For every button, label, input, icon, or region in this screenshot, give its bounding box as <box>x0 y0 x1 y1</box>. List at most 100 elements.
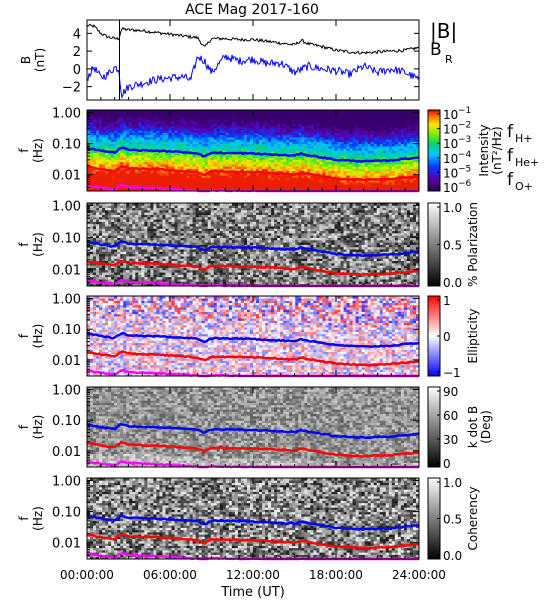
time-tick-label: 12:00:00 <box>226 568 280 582</box>
colorbar-tick-label: 10 <box>443 181 458 195</box>
colorbar-tick-label: 10 <box>443 108 458 122</box>
panel-polarization-line-fh <box>86 240 420 258</box>
chart-title: ACE Mag 2017-160 <box>185 2 319 18</box>
colorbar-tick-exp: −4 <box>458 150 472 160</box>
legend-gyro-sub: O+ <box>515 180 533 193</box>
panel-coherency: 1.00 0.10 0.01 f (Hz) 1.0 0.5 0.0 Coherency <box>17 474 480 563</box>
legend-bmag: |B| <box>430 19 457 43</box>
colorbar-polarization: 1.0 0.5 0.0 % Polarization <box>427 201 480 290</box>
freq-tick-label: 0.01 <box>52 445 81 460</box>
legend-gyro-hplus: f <box>507 122 514 142</box>
colorbar-tick-exp: −6 <box>458 179 472 189</box>
colorbar-tick-exp: −5 <box>458 164 471 174</box>
colorbar-tick-label: 0.0 <box>443 549 462 563</box>
colorbar-tick-label: 10 <box>443 123 458 137</box>
freq-ylabel: (Hz) <box>31 138 45 163</box>
time-tick-label: 24:00:00 <box>392 568 446 582</box>
freq-ylabel: (Hz) <box>31 506 45 531</box>
legend-gyro-oplus: f <box>507 170 514 190</box>
colorbar-kdotb: 90 60 30 0 k dot B (Deg) <box>427 385 493 471</box>
colorbar-label: (nT²/Hz) <box>490 126 504 174</box>
colorbar-tick-label: 1.0 <box>443 201 462 215</box>
colorbar-tick-label: 10 <box>443 137 458 151</box>
legend-gyro-sub: H+ <box>515 132 533 145</box>
field-ytick-label: 0 <box>73 63 81 78</box>
colorbar-label: k dot B <box>466 406 480 448</box>
freq-tick-label: 0.01 <box>52 354 81 369</box>
freq-tick-label: 1.00 <box>52 383 81 398</box>
freq-tick-label: 0.01 <box>52 169 81 184</box>
panel-coherency-line-fhe <box>86 533 420 550</box>
freq-tick-label: 0.01 <box>52 263 81 278</box>
legend-br: B <box>430 40 442 60</box>
legend-br-sub: R <box>445 53 453 66</box>
time-tick-label: 18:00:00 <box>309 568 363 582</box>
colorbar-label: (Deg) <box>479 410 493 444</box>
colorbar-tick-label: 1.0 <box>443 476 462 490</box>
field-series-bmag <box>86 23 420 55</box>
colorbar-tick-label: 90 <box>443 385 458 399</box>
panel-kdotb: 1.00 0.10 0.01 f (Hz) 90 60 30 0 k dot B (Deg) <box>17 383 493 471</box>
legend-gyro-heplus: f <box>507 146 514 166</box>
freq-ylabel: f <box>17 424 31 429</box>
freq-ylabel: f <box>17 333 31 338</box>
freq-ylabel: (Hz) <box>31 415 45 440</box>
freq-ylabel: f <box>17 516 31 521</box>
panel-kdotb-line-fh <box>86 422 420 440</box>
colorbar-ellipticity: 1 0 −1 Ellipticity <box>427 294 480 380</box>
panel-ellipticity: 1.00 0.10 0.01 f (Hz) 1 0 −1 Ellipticity <box>17 292 480 380</box>
freq-tick-label: 1.00 <box>52 292 81 307</box>
colorbar-kdotb-frame <box>427 386 441 468</box>
freq-tick-label: 0.10 <box>52 138 81 153</box>
colorbar-label: % Polarization <box>466 202 480 287</box>
panel-ellipticity-cells <box>87 296 420 377</box>
colorbar-tick-label: 0 <box>443 457 451 471</box>
field-panel: 420−2B (nT)|B|B R <box>19 19 457 101</box>
legend-gyro-sub: He+ <box>515 156 539 169</box>
colorbar-tick-label: 30 <box>443 433 458 447</box>
freq-tick-label: 0.10 <box>52 506 81 521</box>
freq-tick-label: 0.10 <box>52 414 81 429</box>
freq-ylabel: f <box>17 148 31 153</box>
time-axis: 00:00:00 06:00:00 12:00:00 18:00:00 24:00:00… <box>60 20 446 600</box>
field-ytick-label: 2 <box>73 45 81 60</box>
colorbar-tick-label: 10 <box>443 152 458 166</box>
colorbar-tick-label: 1 <box>443 294 451 308</box>
panel-kdotb-line-fhe <box>86 441 420 458</box>
colorbar-tick-label: 0 <box>443 330 451 344</box>
colorbar-intensity-frame <box>427 109 441 192</box>
panel-intensity: 1.000.100.01f (Hz)10−110−210−310−410 −510−… <box>17 106 539 195</box>
panel-ellipticity-line-fhe <box>86 350 420 367</box>
freq-ylabel: (Hz) <box>31 324 45 349</box>
panel-ellipticity-line-fh <box>86 331 420 349</box>
colorbar-tick-label: 10 <box>443 166 458 180</box>
time-tick-label: 06:00:00 <box>143 568 197 582</box>
freq-ylabel: f <box>17 242 31 247</box>
field-ytick-label: −2 <box>62 81 81 96</box>
freq-tick-label: 0.10 <box>52 323 81 338</box>
panel-polarization-cells <box>87 203 420 287</box>
colorbar-tick-label: 0.5 <box>443 239 462 253</box>
freq-tick-label: 0.01 <box>52 537 81 552</box>
freq-tick-label: 1.00 <box>52 200 81 215</box>
panel-polarization-line-fhe <box>86 259 420 277</box>
panel-intensity-line-fhe <box>86 165 420 182</box>
freq-tick-label: 1.00 <box>52 474 81 489</box>
panel-intensity-line-fh <box>86 146 420 163</box>
field-ytick-label: 4 <box>73 27 81 42</box>
colorbar-label: Ellipticity <box>466 309 480 364</box>
colorbar-coherency: 1.0 0.5 0.0 Coherency <box>427 476 480 563</box>
colorbar-tick-label: 60 <box>443 409 458 423</box>
time-tick-label: 00:00:00 <box>60 568 114 582</box>
colorbar-tick-label: 0.5 <box>443 513 462 527</box>
colorbar-label: Intensity <box>477 124 491 176</box>
colorbar-tick-label: −1 <box>443 366 461 380</box>
freq-ylabel: (Hz) <box>31 232 45 257</box>
panel-coherency-line-fh <box>86 513 420 532</box>
freq-tick-label: 1.00 <box>52 106 81 121</box>
colorbar-tick-exp: −3 <box>458 135 471 145</box>
colorbar-tick-exp: −2 <box>458 121 471 131</box>
colorbar-tick-label: 0.0 <box>443 276 462 290</box>
